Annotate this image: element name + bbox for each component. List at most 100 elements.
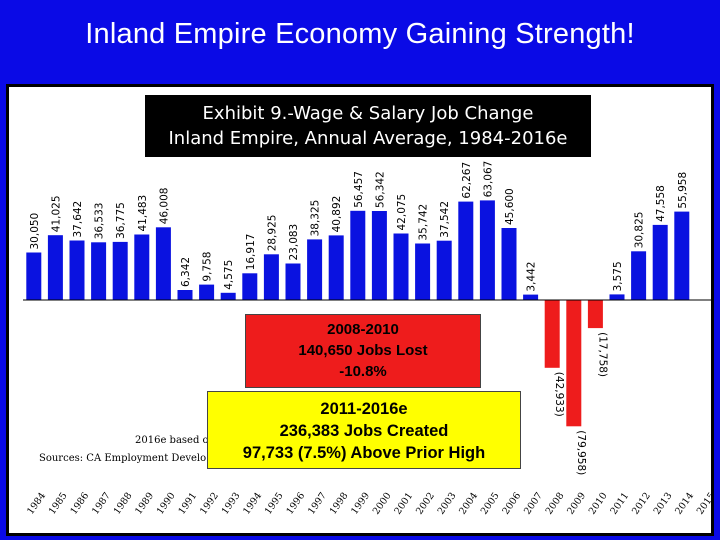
- data-label-2007: 3,442: [526, 262, 538, 292]
- x-tick-label-1991: 1991: [176, 491, 199, 517]
- x-tick-label-2013: 2013: [652, 491, 675, 517]
- x-tick-label-2005: 2005: [479, 491, 502, 517]
- bar-1997: [307, 239, 323, 300]
- data-label-1985: 41,025: [50, 195, 62, 232]
- x-tick-label-1990: 1990: [155, 491, 178, 517]
- bar-1993: [220, 292, 236, 300]
- data-label-2011: 3,575: [612, 261, 624, 291]
- bar-1990: [155, 227, 171, 300]
- jobs-lost-callout: 2008-2010 140,650 Jobs Lost -10.8%: [245, 314, 481, 388]
- x-tick-label-2004: 2004: [457, 491, 480, 517]
- bar-2012: [631, 251, 647, 300]
- chart-title-box: Exhibit 9.-Wage & Salary Job Change Inla…: [145, 95, 591, 157]
- data-label-2004: 62,267: [461, 162, 473, 199]
- bar-2011: [609, 294, 625, 300]
- x-tick-label-2015: 2015: [695, 491, 711, 517]
- data-label-1984: 30,050: [29, 213, 41, 250]
- data-label-1986: 37,642: [72, 201, 84, 238]
- jobs-created-period: 2011-2016e: [320, 400, 408, 418]
- data-label-1995: 28,925: [266, 215, 278, 252]
- data-label-2014: 55,958: [677, 172, 689, 209]
- data-label-1999: 56,457: [353, 171, 365, 208]
- x-tick-label-1985: 1985: [47, 491, 70, 517]
- bar-1999: [350, 210, 366, 300]
- bar-2014: [674, 211, 690, 300]
- data-label-1993: 4,575: [223, 260, 235, 290]
- bar-1998: [328, 235, 344, 300]
- bar-1994: [242, 273, 258, 300]
- bar-1988: [112, 241, 128, 300]
- x-tick-label-1988: 1988: [112, 491, 135, 517]
- data-label-1989: 41,483: [137, 195, 149, 232]
- x-tick-label-2006: 2006: [500, 491, 523, 517]
- bar-2006: [501, 228, 517, 300]
- bar-2009: [566, 300, 582, 427]
- bar-1992: [199, 284, 215, 300]
- x-tick-label-1984: 1984: [25, 491, 48, 517]
- x-tick-label-2008: 2008: [544, 491, 567, 517]
- source-note-line1: 2016e based o: [135, 435, 209, 446]
- x-tick-label-1996: 1996: [284, 491, 307, 517]
- bar-1989: [134, 234, 150, 300]
- chart-title-line2: Inland Empire, Annual Average, 1984-2016…: [168, 128, 568, 149]
- bar-1995: [263, 254, 279, 300]
- slide-title: Inland Empire Economy Gaining Strength!: [85, 18, 635, 50]
- bar-2002: [415, 243, 431, 300]
- data-label-2010: (17,758): [596, 332, 608, 377]
- x-tick-label-2012: 2012: [630, 491, 653, 517]
- data-label-1992: 9,758: [202, 252, 214, 282]
- data-label-1991: 6,342: [180, 257, 192, 287]
- x-tick-label-2003: 2003: [436, 491, 459, 517]
- data-label-1987: 36,533: [94, 203, 106, 240]
- bar-2000: [371, 211, 387, 300]
- x-tick-label-1995: 1995: [263, 491, 286, 517]
- jobs-created-count: 236,383 Jobs Created: [279, 422, 449, 440]
- x-tick-label-2001: 2001: [392, 491, 415, 517]
- x-tick-label-1992: 1992: [198, 491, 221, 517]
- data-label-1997: 38,325: [310, 200, 322, 237]
- bar-2003: [436, 240, 452, 300]
- x-tick-label-2007: 2007: [522, 491, 545, 517]
- x-tick-label-1998: 1998: [328, 491, 351, 517]
- x-tick-label-2010: 2010: [587, 491, 610, 517]
- bar-chart: 30,050 1984 41,025 1985 37,642 1986 36,533 1987…: [23, 161, 711, 517]
- x-tick-label-1989: 1989: [133, 491, 156, 517]
- data-label-2002: 35,742: [418, 204, 430, 241]
- bar-1991: [177, 290, 193, 300]
- x-tick-label-1993: 1993: [220, 491, 243, 517]
- bar-1987: [91, 242, 107, 300]
- x-tick-label-1994: 1994: [241, 491, 264, 517]
- data-label-1988: 36,775: [115, 202, 127, 239]
- chart-panel: 30,050 1984 41,025 1985 37,642 1986 36,533 1987…: [6, 84, 714, 536]
- data-label-2008: (42,933): [553, 372, 565, 417]
- data-label-2000: 56,342: [374, 171, 386, 208]
- x-tick-label-2002: 2002: [414, 491, 437, 517]
- jobs-created-callout: 2011-2016e 236,383 Jobs Created 97,733 (…: [207, 391, 521, 469]
- bar-2001: [393, 233, 409, 300]
- data-label-2006: 45,600: [504, 188, 516, 225]
- bar-1984: [26, 252, 42, 300]
- x-tick-label-2009: 2009: [565, 491, 588, 517]
- bar-1985: [47, 235, 63, 300]
- data-label-1998: 40,892: [331, 196, 343, 233]
- x-tick-label-1997: 1997: [306, 491, 329, 517]
- bar-1996: [285, 263, 301, 300]
- chart-title-line1: Exhibit 9.-Wage & Salary Job Change: [202, 103, 534, 124]
- bar-2004: [458, 201, 474, 300]
- bar-2008: [544, 300, 560, 368]
- data-label-1994: 16,917: [245, 234, 257, 271]
- data-label-2013: 47,558: [655, 185, 667, 222]
- jobs-lost-count: 140,650 Jobs Lost: [298, 342, 428, 359]
- bar-1986: [69, 240, 85, 300]
- source-note: 2016e based o Sources: CA Employment Dev…: [39, 432, 219, 468]
- bar-2013: [652, 224, 668, 300]
- data-label-1990: 46,008: [158, 188, 170, 225]
- source-note-line2: Sources: CA Employment Develo: [39, 453, 207, 464]
- x-tick-label-1986: 1986: [68, 491, 91, 517]
- x-tick-label-2011: 2011: [608, 491, 631, 517]
- data-label-2003: 37,542: [439, 201, 451, 238]
- bar-2005: [479, 200, 495, 300]
- bar-2007: [523, 294, 539, 300]
- x-tick-label-2000: 2000: [371, 491, 394, 517]
- jobs-lost-period: 2008-2010: [327, 321, 399, 338]
